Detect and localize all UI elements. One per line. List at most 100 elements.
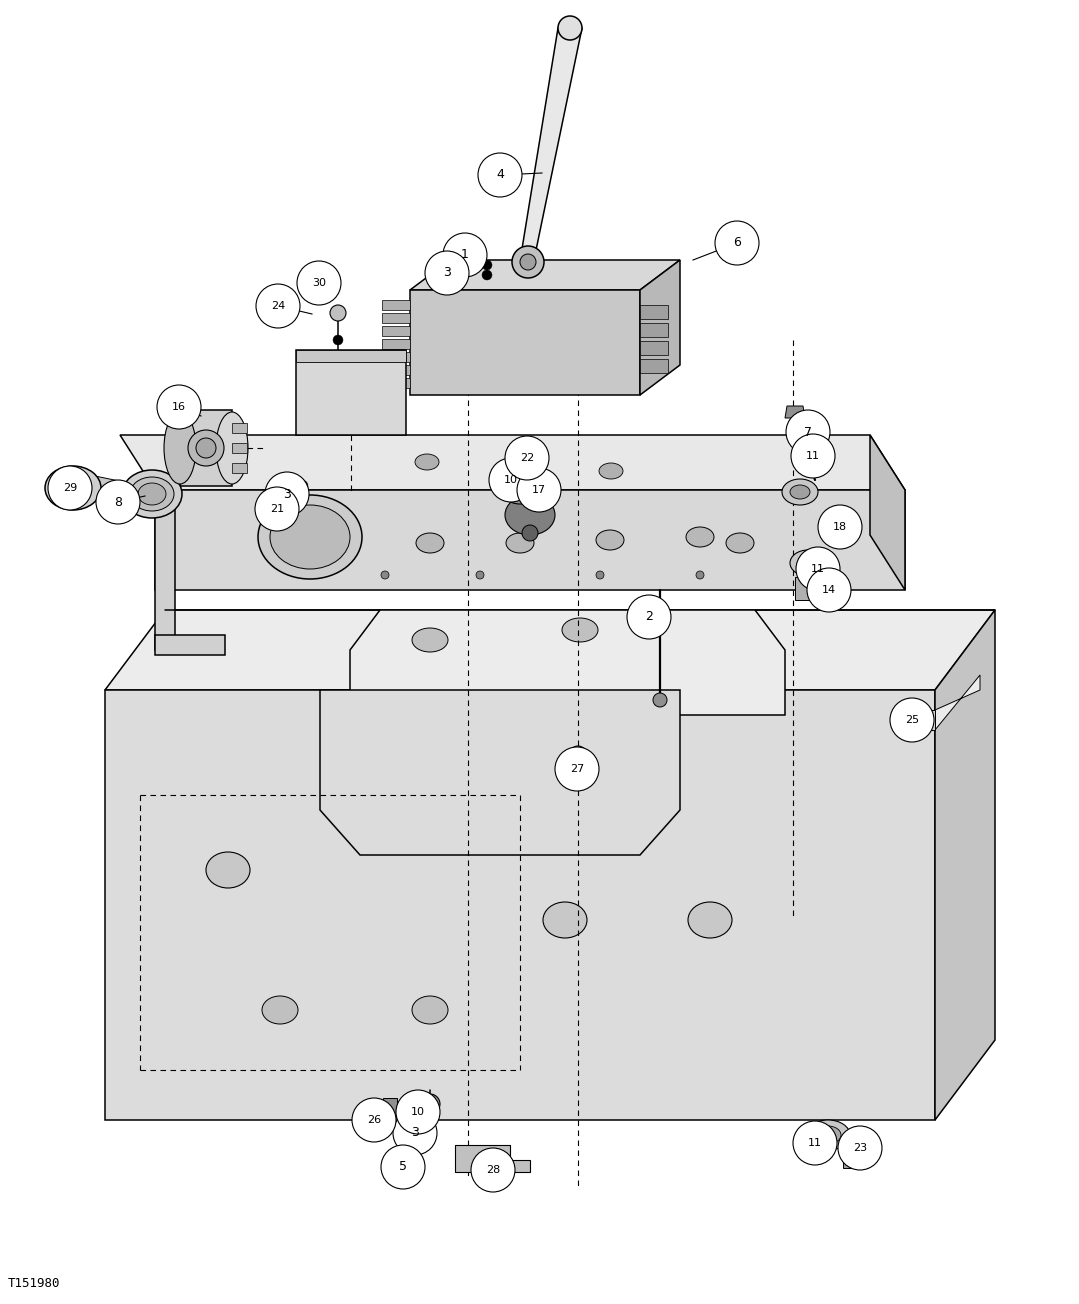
Text: 25: 25 [905, 715, 919, 725]
Ellipse shape [412, 629, 448, 652]
Ellipse shape [790, 485, 810, 499]
Text: 24: 24 [271, 301, 285, 310]
Polygon shape [640, 359, 668, 373]
Circle shape [297, 261, 341, 305]
Circle shape [188, 430, 224, 466]
Circle shape [555, 747, 599, 792]
Circle shape [296, 480, 308, 492]
Circle shape [425, 250, 469, 295]
Polygon shape [521, 27, 582, 256]
Text: 29: 29 [63, 482, 77, 493]
Polygon shape [382, 339, 410, 349]
Text: 16: 16 [172, 402, 186, 412]
Circle shape [715, 220, 759, 265]
Polygon shape [640, 305, 668, 319]
Circle shape [520, 254, 536, 270]
Ellipse shape [506, 533, 534, 553]
Ellipse shape [543, 902, 587, 938]
Circle shape [558, 16, 582, 40]
Circle shape [627, 595, 671, 639]
Text: 27: 27 [570, 764, 584, 775]
Circle shape [807, 569, 851, 612]
Text: 5: 5 [399, 1161, 407, 1174]
Ellipse shape [726, 533, 754, 553]
Ellipse shape [798, 556, 818, 570]
Polygon shape [382, 365, 410, 376]
Polygon shape [155, 635, 226, 655]
Polygon shape [382, 300, 410, 310]
Polygon shape [382, 326, 410, 336]
Circle shape [457, 262, 469, 274]
Circle shape [786, 409, 830, 454]
Text: 11: 11 [808, 1138, 822, 1148]
Circle shape [333, 335, 343, 346]
Circle shape [513, 246, 544, 278]
Polygon shape [382, 352, 410, 363]
Text: 7: 7 [804, 425, 812, 438]
Polygon shape [382, 313, 410, 323]
Circle shape [796, 546, 839, 591]
Circle shape [256, 284, 300, 329]
Text: 21: 21 [270, 505, 284, 514]
Circle shape [352, 1098, 396, 1142]
Ellipse shape [164, 412, 196, 484]
Circle shape [482, 259, 492, 270]
Polygon shape [350, 610, 786, 715]
Polygon shape [105, 690, 935, 1120]
Ellipse shape [412, 996, 448, 1024]
Circle shape [696, 571, 704, 579]
Polygon shape [405, 1145, 416, 1155]
Polygon shape [382, 378, 410, 389]
Circle shape [330, 305, 346, 321]
Circle shape [396, 1090, 440, 1134]
Polygon shape [935, 675, 980, 730]
Ellipse shape [129, 477, 174, 511]
Ellipse shape [500, 472, 540, 505]
Ellipse shape [55, 473, 91, 502]
Polygon shape [410, 259, 680, 289]
Circle shape [478, 153, 522, 197]
Ellipse shape [270, 505, 350, 569]
Text: T151980: T151980 [8, 1277, 60, 1290]
Circle shape [522, 526, 538, 541]
Polygon shape [786, 406, 805, 419]
Polygon shape [296, 349, 406, 363]
Polygon shape [105, 610, 995, 690]
Ellipse shape [138, 482, 166, 505]
Polygon shape [95, 476, 124, 506]
Circle shape [424, 1116, 436, 1128]
Circle shape [838, 1125, 882, 1170]
Text: 22: 22 [520, 452, 534, 463]
Text: 26: 26 [367, 1115, 381, 1125]
Ellipse shape [122, 469, 182, 518]
Polygon shape [174, 433, 180, 506]
Polygon shape [455, 1145, 530, 1172]
Text: 11: 11 [811, 565, 825, 574]
Polygon shape [843, 1148, 868, 1168]
Circle shape [443, 233, 487, 276]
Polygon shape [180, 409, 232, 486]
Circle shape [47, 466, 92, 510]
Polygon shape [232, 463, 247, 473]
Ellipse shape [562, 618, 598, 642]
Ellipse shape [415, 454, 439, 469]
Polygon shape [640, 323, 668, 336]
Text: 23: 23 [852, 1144, 868, 1153]
Circle shape [596, 571, 604, 579]
Text: 30: 30 [312, 278, 326, 288]
Text: 2: 2 [645, 610, 653, 623]
Circle shape [482, 270, 492, 280]
Ellipse shape [505, 496, 555, 535]
Ellipse shape [596, 529, 624, 550]
Ellipse shape [815, 1125, 841, 1144]
Polygon shape [296, 349, 406, 436]
Polygon shape [410, 289, 640, 395]
Text: 17: 17 [532, 485, 546, 496]
Ellipse shape [216, 412, 248, 484]
Circle shape [476, 571, 484, 579]
Polygon shape [894, 709, 935, 730]
Text: 11: 11 [806, 451, 820, 462]
Polygon shape [232, 443, 247, 452]
Circle shape [890, 698, 934, 742]
Text: 3: 3 [411, 1127, 419, 1140]
